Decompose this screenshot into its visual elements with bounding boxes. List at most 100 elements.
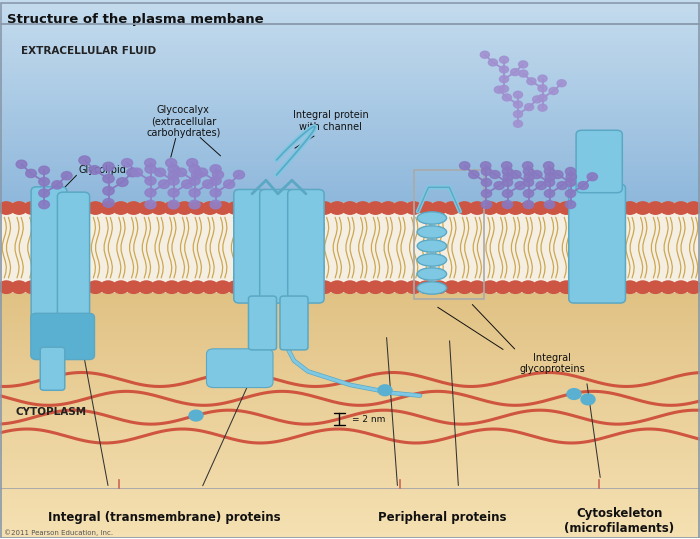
- Bar: [0, 332, 700, 334]
- Circle shape: [609, 281, 625, 293]
- Circle shape: [103, 198, 114, 208]
- Bar: [0, 27, 700, 29]
- Bar: [0, 334, 700, 336]
- Circle shape: [210, 177, 221, 185]
- Circle shape: [571, 281, 587, 293]
- Bar: [0, 71, 700, 72]
- Bar: [0, 13, 700, 15]
- Circle shape: [164, 202, 180, 214]
- Text: Integral (transmembrane) proteins: Integral (transmembrane) proteins: [48, 512, 281, 524]
- Circle shape: [36, 202, 52, 214]
- Circle shape: [543, 162, 554, 170]
- Circle shape: [557, 80, 566, 87]
- FancyBboxPatch shape: [32, 187, 66, 330]
- Bar: [0, 158, 700, 160]
- Circle shape: [355, 281, 371, 293]
- Bar: [0, 202, 700, 293]
- Circle shape: [503, 190, 512, 197]
- Circle shape: [532, 170, 542, 178]
- FancyBboxPatch shape: [576, 130, 622, 193]
- Bar: [0, 175, 700, 177]
- Circle shape: [79, 156, 90, 164]
- Circle shape: [38, 201, 50, 209]
- Circle shape: [316, 281, 332, 293]
- Circle shape: [566, 201, 575, 209]
- Bar: [0, 51, 700, 52]
- Circle shape: [210, 189, 221, 197]
- Bar: [0, 432, 700, 434]
- Circle shape: [490, 170, 500, 178]
- Bar: [0, 530, 700, 532]
- Circle shape: [151, 202, 167, 214]
- Circle shape: [24, 281, 40, 293]
- Bar: [0, 324, 700, 326]
- Circle shape: [62, 202, 78, 214]
- Circle shape: [533, 96, 542, 103]
- Bar: [0, 293, 700, 295]
- FancyBboxPatch shape: [280, 296, 308, 350]
- Bar: [0, 489, 700, 492]
- Bar: [0, 75, 700, 78]
- Circle shape: [553, 170, 563, 178]
- Circle shape: [524, 168, 533, 175]
- Bar: [0, 3, 700, 5]
- Bar: [0, 518, 700, 520]
- Bar: [0, 391, 700, 393]
- Bar: [0, 200, 700, 202]
- Circle shape: [648, 281, 664, 293]
- Circle shape: [145, 189, 156, 197]
- Bar: [0, 167, 700, 168]
- Circle shape: [189, 281, 205, 293]
- Bar: [0, 150, 700, 151]
- Bar: [0, 143, 700, 144]
- Bar: [0, 114, 700, 116]
- Bar: [0, 471, 700, 473]
- Bar: [0, 40, 700, 42]
- Bar: [0, 454, 700, 457]
- Circle shape: [635, 202, 651, 214]
- Circle shape: [234, 170, 244, 179]
- Circle shape: [584, 281, 600, 293]
- Bar: [0, 365, 700, 367]
- Bar: [0, 389, 700, 391]
- Circle shape: [494, 182, 504, 190]
- Circle shape: [567, 389, 581, 399]
- Circle shape: [469, 170, 479, 178]
- Circle shape: [482, 168, 491, 175]
- Circle shape: [11, 202, 27, 214]
- Circle shape: [622, 281, 638, 293]
- FancyBboxPatch shape: [248, 296, 276, 350]
- Bar: [0, 133, 700, 135]
- Bar: [0, 155, 700, 156]
- Circle shape: [378, 385, 392, 396]
- Circle shape: [545, 202, 561, 214]
- Circle shape: [581, 394, 595, 405]
- Circle shape: [49, 281, 65, 293]
- Circle shape: [500, 75, 508, 82]
- Bar: [0, 347, 700, 349]
- Bar: [0, 24, 700, 25]
- Circle shape: [368, 202, 384, 214]
- Circle shape: [117, 178, 128, 186]
- Bar: [0, 457, 700, 459]
- Circle shape: [511, 170, 521, 178]
- Bar: [0, 487, 700, 489]
- Circle shape: [524, 103, 533, 110]
- Bar: [0, 379, 700, 381]
- Circle shape: [100, 281, 116, 293]
- Bar: [0, 426, 700, 428]
- Circle shape: [253, 202, 269, 214]
- Bar: [0, 361, 700, 363]
- Circle shape: [538, 94, 547, 101]
- Circle shape: [489, 59, 498, 66]
- Bar: [0, 492, 700, 493]
- Circle shape: [189, 410, 203, 421]
- Circle shape: [26, 169, 36, 177]
- Bar: [0, 349, 700, 350]
- Bar: [0, 2, 700, 3]
- Circle shape: [168, 189, 179, 197]
- Bar: [0, 340, 700, 342]
- Circle shape: [545, 168, 554, 175]
- Circle shape: [240, 281, 256, 293]
- Bar: [0, 140, 700, 141]
